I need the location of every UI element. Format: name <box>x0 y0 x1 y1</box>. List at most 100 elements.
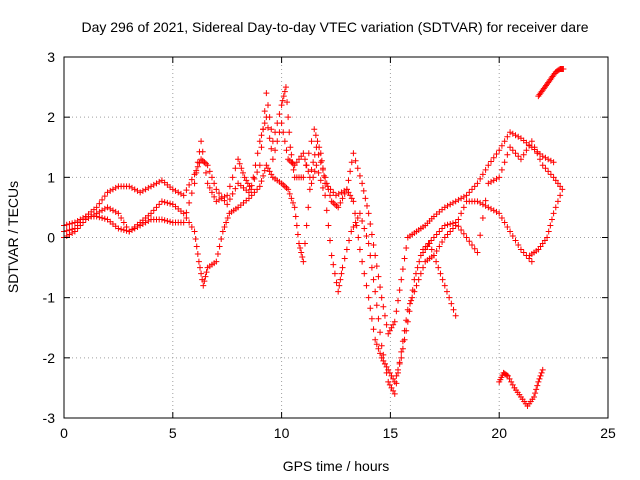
data-point-track-b <box>305 204 312 211</box>
data-point-track-e <box>508 378 515 385</box>
data-point-track-d <box>539 240 546 247</box>
data-point-track-b <box>363 232 370 239</box>
data-point-track-b <box>301 240 308 247</box>
data-point-track-a <box>354 165 361 172</box>
data-point-track-b <box>377 329 384 336</box>
data-point-track-b <box>528 258 535 265</box>
data-point-track-d <box>452 219 459 226</box>
data-point-track-b <box>195 258 202 265</box>
data-point-track-a <box>395 297 402 304</box>
data-point-track-b <box>221 223 228 230</box>
data-point-track-b <box>263 162 270 169</box>
data-point-track-d <box>447 220 454 227</box>
data-point-track-b <box>245 195 252 202</box>
chart-title: Day 296 of 2021, Sidereal Day-to-day VTE… <box>81 19 588 35</box>
data-point-track-c <box>433 258 440 265</box>
data-point-track-a <box>96 200 103 207</box>
data-point-track-b <box>447 228 454 235</box>
data-point-track-a <box>93 204 100 211</box>
data-point-track-c <box>411 276 418 283</box>
data-point-track-a <box>381 312 388 319</box>
data-point-track-d <box>420 246 427 253</box>
data-point-track-e <box>534 382 541 389</box>
data-point-track-b <box>409 294 416 301</box>
data-point-track-d <box>539 162 546 169</box>
data-point-track-a <box>377 284 384 291</box>
data-point-track-a <box>398 276 405 283</box>
data-point-track-b <box>197 264 203 271</box>
data-point-track-c <box>404 318 411 325</box>
data-point-track-c <box>390 375 397 382</box>
data-point-track-b <box>385 378 392 385</box>
data-point-track-b <box>361 225 368 232</box>
data-point-track-d <box>548 216 555 223</box>
data-point-track-a <box>444 202 451 209</box>
data-point-track-b <box>328 252 335 259</box>
data-point-track-d <box>541 237 548 244</box>
data-point-track-a <box>284 99 291 106</box>
data-point-track-c <box>183 209 190 216</box>
data-point-track-c <box>298 153 305 160</box>
data-point-track-e <box>532 390 539 397</box>
data-point-track-c <box>260 126 267 133</box>
data-point-track-b <box>99 207 106 214</box>
data-point-track-b <box>167 200 174 207</box>
data-point-track-b <box>101 205 108 212</box>
data-point-track-a <box>386 327 393 334</box>
data-point-track-b <box>388 384 395 391</box>
data-point-track-b <box>203 269 210 276</box>
data-point-track-d <box>515 153 522 160</box>
data-point-track-e <box>533 386 540 393</box>
data-point-track-b <box>482 202 489 209</box>
data-point-track-a <box>137 189 144 196</box>
data-point-track-b <box>188 223 195 230</box>
data-point-track-c <box>361 270 368 277</box>
data-point-track-c <box>345 189 352 196</box>
data-point-track-c <box>341 190 348 197</box>
data-point-track-b <box>517 246 524 253</box>
data-point-track-b <box>161 199 168 206</box>
data-point-track-b <box>96 208 103 215</box>
data-point-track-a <box>224 201 231 208</box>
data-point-track-a <box>318 157 325 164</box>
x-tick-label: 25 <box>600 425 616 441</box>
data-point-track-d <box>534 150 541 157</box>
data-point-track-b <box>193 243 200 250</box>
data-point-track-c <box>396 360 403 367</box>
data-point-track-a <box>204 162 211 169</box>
data-point-track-c <box>280 129 287 136</box>
data-point-track-b <box>311 168 318 175</box>
data-point-track-a <box>396 287 403 294</box>
data-point-track-c <box>372 336 379 343</box>
data-point-track-c <box>254 150 261 157</box>
data-point-track-b <box>158 198 165 205</box>
data-point-track-d <box>554 198 561 205</box>
data-point-track-d <box>479 214 486 221</box>
data-point-track-a <box>399 266 406 273</box>
data-point-track-b <box>112 208 119 215</box>
data-point-track-c <box>158 216 165 223</box>
data-point-track-b <box>214 251 221 258</box>
data-point-track-c <box>395 366 402 373</box>
data-point-track-a <box>365 210 372 217</box>
data-point-track-d <box>517 156 524 163</box>
data-point-track-d <box>463 234 470 241</box>
data-point-track-a <box>229 190 236 197</box>
y-tick-label: -3 <box>43 410 56 426</box>
data-point-track-c <box>293 159 300 166</box>
data-point-track-a <box>488 158 495 165</box>
data-point-track-c <box>370 326 377 333</box>
data-point-track-b <box>507 228 514 235</box>
data-point-track-a <box>279 97 286 104</box>
data-point-track-c <box>352 210 359 217</box>
data-point-track-a <box>515 133 522 140</box>
data-point-track-a <box>383 321 390 328</box>
data-point-track-b <box>260 172 267 179</box>
data-point-track-b <box>341 255 348 262</box>
data-point-track-c <box>391 378 398 385</box>
data-point-track-b <box>297 245 304 252</box>
data-point-track-a <box>504 133 511 140</box>
data-point-track-b <box>148 210 155 217</box>
data-point-track-b <box>420 264 427 271</box>
data-point-track-d <box>449 220 456 227</box>
